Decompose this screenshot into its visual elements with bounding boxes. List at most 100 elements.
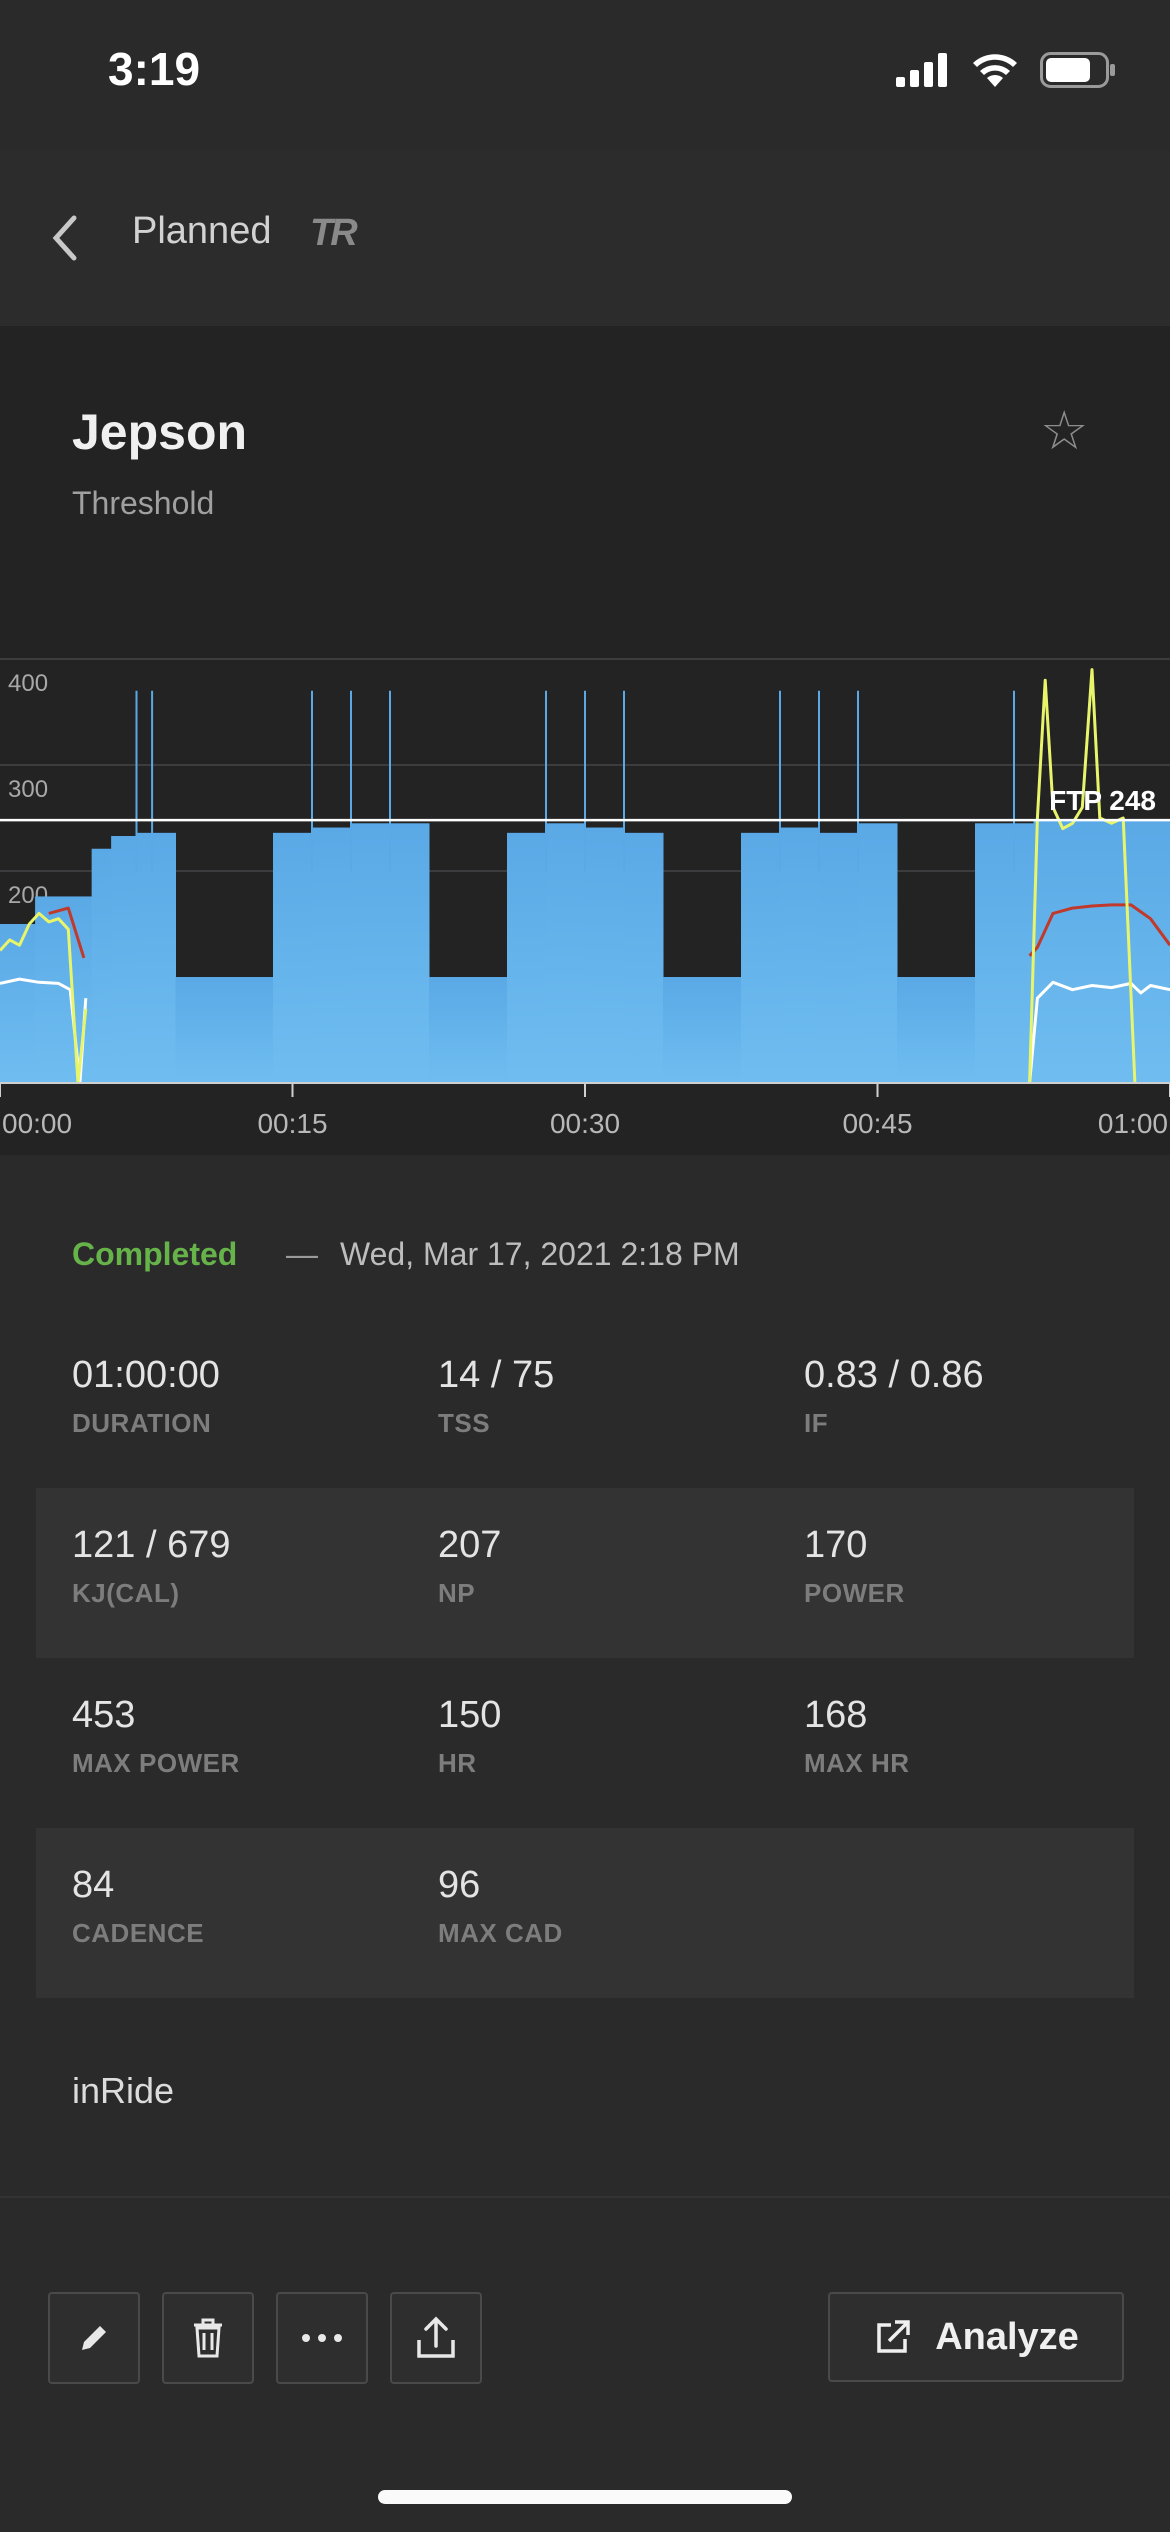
favorite-button[interactable]: ☆: [1040, 399, 1088, 462]
stat-label: KJ(CAL): [72, 1578, 180, 1608]
target-power-block: [624, 832, 664, 1083]
stat-label: MAX HR: [804, 1748, 910, 1778]
stat-label: MAX CAD: [438, 1918, 563, 1948]
stat-max-hr: 168 MAX HR: [804, 1696, 910, 1779]
target-power-block: [585, 827, 625, 1083]
target-power-block: [273, 832, 313, 1083]
stat-value: 96: [438, 1864, 481, 1906]
stat-np: 207 NP: [438, 1526, 501, 1609]
divider: [0, 2196, 1170, 2198]
stat-value: 84: [72, 1864, 115, 1906]
trash-icon: [194, 2318, 222, 2358]
target-power-block: [780, 827, 820, 1083]
target-power-block: [507, 832, 547, 1083]
x-tick-label: 00:15: [257, 1108, 327, 1139]
target-power-block: [175, 977, 274, 1083]
stat-value: 150: [438, 1694, 502, 1736]
heart-rate-line: [48, 906, 86, 959]
navigation-bar: Planned TR: [0, 150, 1170, 327]
stat-power: 170 POWER: [804, 1526, 905, 1609]
chevron-left-icon: [52, 215, 77, 261]
x-tick-label: 00:45: [842, 1108, 912, 1139]
trainerroad-logo: TR: [310, 212, 358, 254]
home-indicator: [378, 2490, 792, 2504]
stat-duration: 01:00:00 DURATION: [72, 1356, 220, 1439]
status-time: 3:19: [108, 43, 201, 95]
stats-row: 453 MAX POWER 150 HR 168 MAX HR: [36, 1658, 1134, 1828]
power-line: [0, 911, 88, 1085]
stat-label: MAX POWER: [72, 1748, 240, 1778]
share-button[interactable]: [390, 2292, 482, 2384]
stats-row: 84 CADENCE 96 MAX CAD: [36, 1828, 1134, 1998]
stat-value: 207: [438, 1524, 502, 1566]
stat-label: POWER: [804, 1578, 905, 1608]
stat-hr: 150 HR: [438, 1696, 501, 1779]
stat-label: IF: [804, 1408, 829, 1438]
analyze-label: Analyze: [935, 2315, 1079, 2358]
stat-value: 14 / 75: [438, 1354, 555, 1396]
more-horizontal-icon: [302, 2334, 342, 2342]
external-link-icon: [877, 2320, 910, 2353]
target-power-block: [136, 832, 176, 1083]
target-power-block: [663, 977, 742, 1083]
ftp-label: FTP 248: [1049, 785, 1156, 816]
completion-separator: —: [286, 1236, 318, 1272]
stat-label: CADENCE: [72, 1918, 205, 1948]
stats-row: 121 / 679 KJ(CAL) 207 NP 170 POWER: [36, 1488, 1134, 1658]
nav-title: Planned: [132, 210, 272, 252]
workout-name: Jepson: [72, 404, 248, 460]
edit-button[interactable]: [48, 2292, 140, 2384]
more-button[interactable]: [276, 2292, 368, 2384]
stat-cadence: 84 CADENCE: [72, 1866, 204, 1949]
analyze-button[interactable]: Analyze: [828, 2292, 1124, 2382]
wifi-icon: [973, 54, 1017, 87]
target-power-block: [741, 832, 781, 1083]
target-power-block: [819, 832, 859, 1083]
x-tick-label: 00:00: [2, 1108, 72, 1139]
target-power-block: [897, 977, 976, 1083]
stat-value: 170: [804, 1524, 868, 1566]
back-button[interactable]: [44, 208, 84, 268]
signal-icon: [896, 53, 947, 87]
data-source: inRide: [72, 2070, 175, 2111]
share-icon: [417, 2316, 455, 2358]
stat-label: DURATION: [72, 1408, 212, 1438]
stat-value: 121 / 679: [72, 1524, 231, 1566]
stat-value: 01:00:00: [72, 1354, 220, 1396]
stat-if: 0.83 / 0.86 IF: [804, 1356, 984, 1439]
stat-label: HR: [438, 1748, 477, 1778]
stat-value: 453: [72, 1694, 136, 1736]
power-line: [1028, 668, 1137, 1084]
stat-max-power: 453 MAX POWER: [72, 1696, 240, 1779]
delete-button[interactable]: [162, 2292, 254, 2384]
battery-icon: [1040, 52, 1115, 88]
completion-status: Completed: [72, 1236, 238, 1272]
target-power-block: [975, 823, 1034, 1083]
y-tick-label: 300: [8, 776, 48, 803]
heart-rate-line: [1028, 903, 1170, 957]
stat-tss: 14 / 75 TSS: [438, 1356, 554, 1439]
stat-label: NP: [438, 1578, 476, 1608]
x-tick-label: 01:00: [1098, 1108, 1168, 1139]
stat-value: 168: [804, 1694, 868, 1736]
stat-max-cad: 96 MAX CAD: [438, 1866, 563, 1949]
stat-value: 0.83 / 0.86: [804, 1354, 984, 1396]
workout-type: Threshold: [72, 485, 215, 521]
target-power-block: [1033, 820, 1170, 1083]
target-power-block: [111, 836, 137, 1083]
completion-date: Wed, Mar 17, 2021 2:18 PM: [340, 1236, 740, 1272]
pencil-icon: [82, 2326, 106, 2350]
target-power-block: [91, 848, 112, 1083]
target-power-block: [0, 924, 36, 1083]
status-icons: [896, 52, 1116, 88]
target-power-block: [429, 977, 508, 1083]
y-tick-label: 400: [8, 670, 48, 697]
target-power-block: [312, 827, 352, 1083]
stats-row: 01:00:00 DURATION 14 / 75 TSS 0.83 / 0.86 I…: [36, 1318, 1134, 1488]
star-outline-icon: ☆: [1040, 401, 1089, 461]
target-power-block: [858, 823, 898, 1083]
stat-label: TSS: [438, 1408, 491, 1438]
cadence-line: [1028, 980, 1170, 1084]
target-power-block: [546, 823, 586, 1083]
